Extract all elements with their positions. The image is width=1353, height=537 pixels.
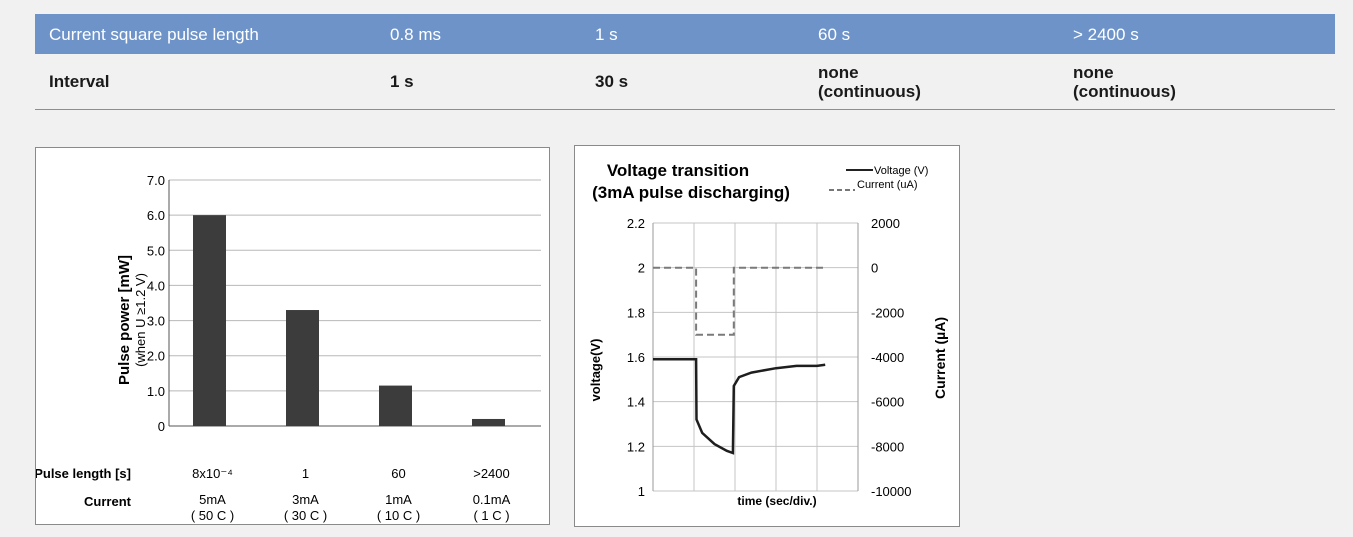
table-cell: 30 s [595, 72, 818, 91]
header-cell: 0.8 ms [390, 24, 442, 44]
pulse-spec-table: Current square pulse length 0.8 ms 1 s 6… [35, 14, 1335, 110]
y-tick-label: 6.0 [147, 208, 165, 223]
header-cell: > 2400 s [1073, 24, 1139, 44]
table-cell: 1 s [390, 72, 595, 91]
line-chart-title: Voltage transition [607, 161, 749, 180]
cell-line: none [818, 62, 859, 82]
c-rate-label: ( 50 C ) [191, 508, 234, 523]
y-tick-label: 1.2 [627, 439, 645, 454]
y2-tick-label: -4000 [871, 350, 904, 365]
current-label: 3mA [292, 492, 319, 507]
voltage-series-line [653, 357, 826, 455]
current-label: 1mA [385, 492, 412, 507]
y-tick-label: 4.0 [147, 278, 165, 293]
y-tick-label: 1.8 [627, 305, 645, 320]
y2-tick-label: -10000 [871, 484, 911, 499]
y-tick-label: 1 [638, 484, 645, 499]
bar-ylabel-sub: (when U ≥1.2 V) [133, 273, 148, 367]
y-tick-label: 3.0 [147, 314, 165, 329]
y-tick-label: 5.0 [147, 243, 165, 258]
bar [286, 310, 319, 426]
y2-tick-label: 2000 [871, 216, 900, 231]
cell-line: (continuous) [1073, 81, 1176, 101]
cell-line: 30 s [595, 72, 629, 91]
pulse-length-row-label: Pulse length [s] [36, 466, 131, 481]
line-ylabel: voltage(V) [588, 339, 603, 402]
current-label: 0.1mA [473, 492, 511, 507]
c-rate-label: ( 30 C ) [284, 508, 327, 523]
legend-label-voltage: Voltage (V) [874, 165, 928, 177]
y2label-backdrop [927, 291, 949, 426]
y-tick-label: 0 [158, 419, 165, 434]
table-header-row: Current square pulse length 0.8 ms 1 s 6… [35, 14, 1335, 54]
x-category-label: 1 [302, 466, 309, 481]
current-row-label: Current [84, 494, 132, 509]
y-tick-label: 1.0 [147, 384, 165, 399]
line-y2label: Current (µA) [932, 317, 948, 399]
y-tick-label: 1.4 [627, 395, 645, 410]
cell-line: none [1073, 62, 1114, 82]
row-label: Interval [49, 72, 110, 91]
line-chart-subtitle: (3mA pulse discharging) [592, 183, 790, 202]
pulse-power-chart-panel: 0 1.0 2.0 3.0 4.0 5.0 6.0 7.0 8x10⁻⁴ 5mA( 50 C )… [34, 147, 550, 525]
table-cell: none (continuous) [1073, 63, 1335, 101]
bar [472, 418, 505, 426]
y2-tick-label: 0 [871, 261, 878, 276]
y-tick-label: 7.0 [147, 173, 165, 188]
y-tick-label: 2.2 [627, 216, 645, 231]
c-rate-label: ( 10 C ) [377, 508, 420, 523]
y-tick-label: 2 [638, 261, 645, 276]
y2-tick-label: -8000 [871, 439, 904, 454]
header-cell: 60 s [818, 24, 851, 44]
x-category-label: >2400 [473, 466, 510, 481]
bar [193, 215, 226, 426]
cell-line: 1 s [390, 72, 414, 91]
bar-ylabel: Pulse power [mW] [116, 255, 133, 385]
header-cell: Current square pulse length [49, 24, 259, 44]
cell-line: (continuous) [818, 81, 921, 101]
bar [379, 385, 412, 426]
voltage-transition-chart-panel: Voltage transition (3mA pulse dischargin… [574, 145, 960, 527]
table-row: Interval 1 s 30 s none (continuous) none… [35, 54, 1335, 110]
y2-tick-label: -6000 [871, 395, 904, 410]
x-category-label: 60 [391, 466, 405, 481]
current-series-line [653, 266, 826, 336]
chart-legend: Voltage (V) Current (uA) [829, 165, 928, 191]
y2-tick-label: -2000 [871, 305, 904, 320]
legend-label-current: Current (uA) [857, 179, 918, 191]
x-category-label: 8x10⁻⁴ [192, 466, 233, 481]
y-tick-label: 1.6 [627, 350, 645, 365]
current-label: 5mA [199, 492, 226, 507]
line-xlabel: time (sec/div.) [737, 494, 816, 508]
voltage-transition-line-chart: Voltage transition (3mA pulse dischargin… [588, 161, 949, 508]
pulse-power-bar-chart: 0 1.0 2.0 3.0 4.0 5.0 6.0 7.0 8x10⁻⁴ 5mA( 50 C )… [34, 173, 541, 523]
y-tick-label: 2.0 [147, 349, 165, 364]
header-cell: 1 s [595, 24, 618, 44]
table-cell: none (continuous) [818, 63, 1073, 101]
c-rate-label: ( 1 C ) [473, 508, 509, 523]
